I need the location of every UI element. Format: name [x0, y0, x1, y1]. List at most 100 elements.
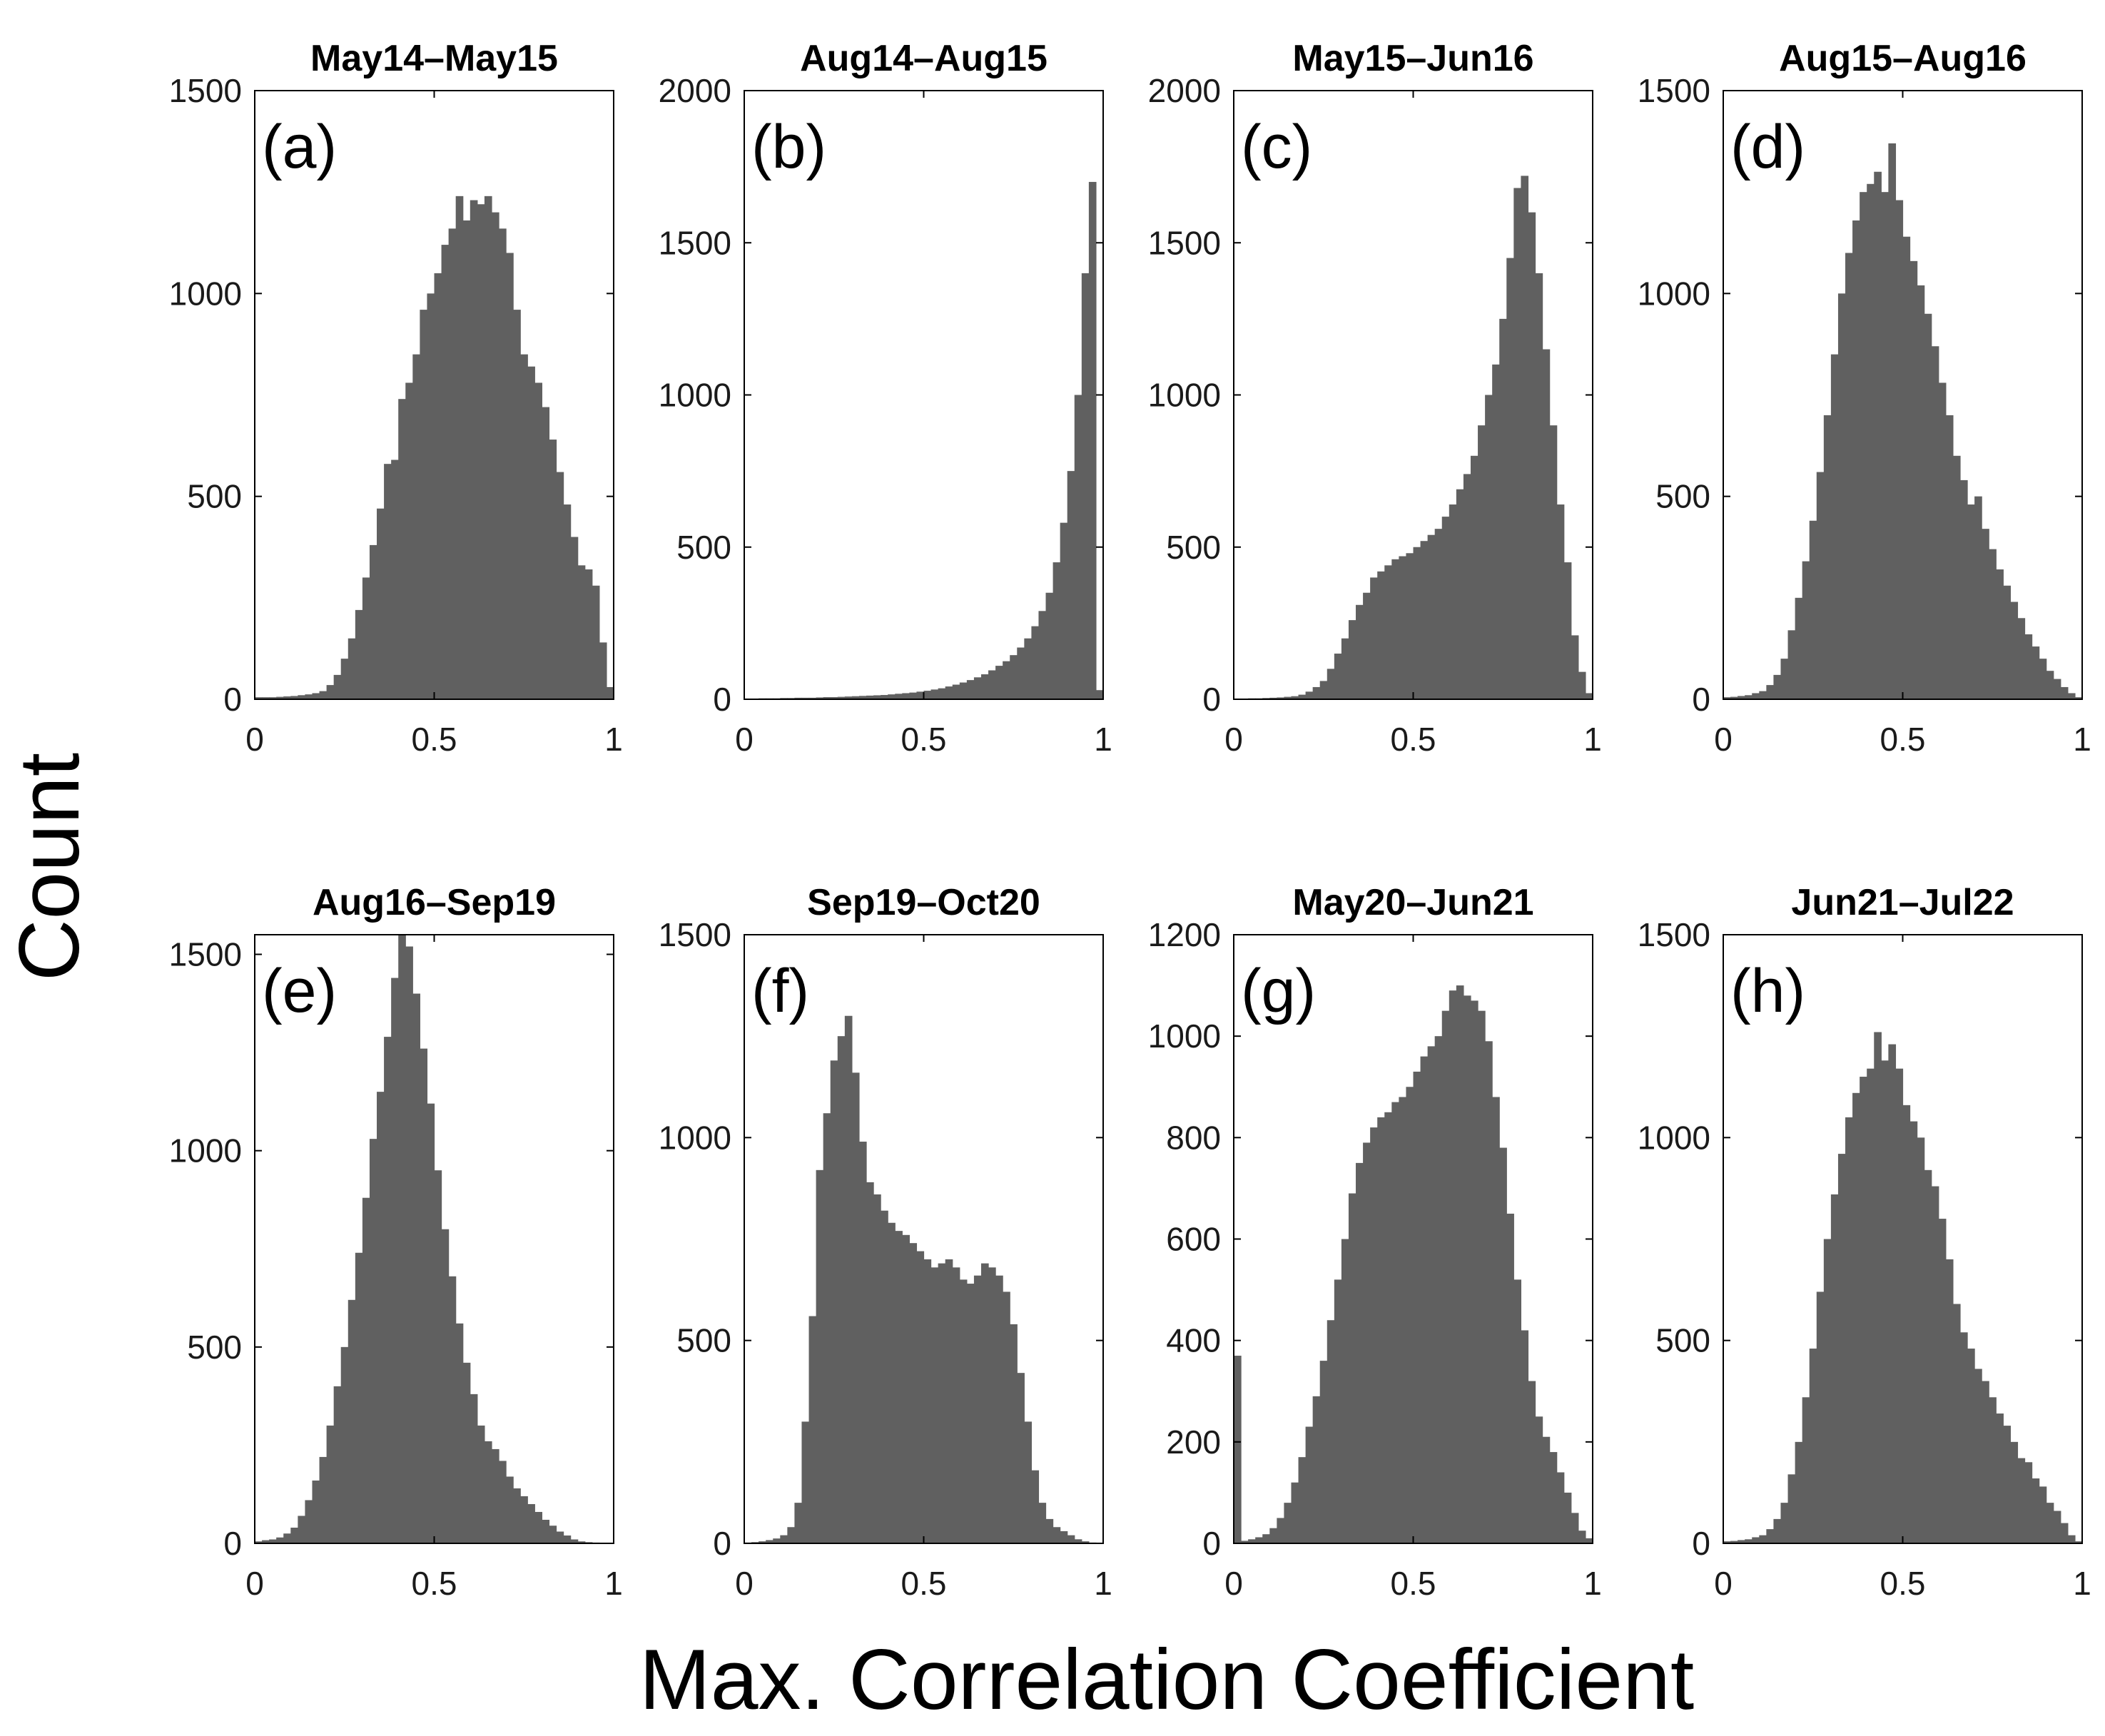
histogram-bar	[563, 504, 572, 699]
panel-letter: (d)	[1730, 113, 1805, 181]
histogram-bar	[527, 1503, 535, 1543]
x-tick-label: 1	[604, 721, 623, 758]
y-tick-label: 1000	[169, 275, 242, 312]
x-tick-label: 0.5	[412, 721, 457, 758]
histogram-bar	[1391, 1102, 1399, 1543]
chart-panel: 0 500 1000 1500 0 0.5 1 Aug16–Sep19 (e)	[169, 882, 623, 1602]
histogram-bar	[2003, 1426, 2011, 1543]
histogram-bar	[1931, 1186, 1939, 1543]
histogram-bar	[1456, 489, 1464, 699]
histogram-bar	[787, 1527, 796, 1543]
histogram-bar	[1996, 569, 2004, 699]
histogram-bar	[923, 691, 932, 699]
histogram-bar	[916, 691, 925, 699]
histogram-bar	[1052, 1527, 1061, 1543]
histogram-bar	[873, 1194, 881, 1543]
histogram-bar	[1038, 611, 1047, 699]
panel-letter: (h)	[1730, 957, 1805, 1025]
histogram-bar	[1535, 1416, 1543, 1543]
y-tick-label: 600	[1166, 1221, 1221, 1258]
histogram-bar	[1470, 455, 1478, 699]
histogram-bar	[1449, 990, 1457, 1543]
histogram-bar	[513, 1488, 521, 1543]
histogram-bar	[592, 585, 600, 699]
histogram-bar	[298, 695, 306, 699]
histogram-bar	[1291, 1482, 1299, 1543]
histogram-bar	[1399, 1097, 1407, 1543]
panel-title: Aug14–Aug15	[800, 38, 1048, 79]
y-tick-label: 1000	[659, 1119, 731, 1156]
histogram-bar	[441, 245, 450, 700]
y-tick-label: 1000	[1638, 1119, 1710, 1156]
histogram-bar	[909, 692, 918, 699]
histogram-bar	[1095, 690, 1104, 699]
x-tick-label: 0	[245, 721, 264, 758]
histogram-bar	[348, 638, 356, 699]
histogram-bar	[2017, 1458, 2026, 1543]
histogram-bar	[1738, 1540, 1745, 1543]
histogram-bar	[1759, 691, 1767, 699]
histogram-bar	[1989, 549, 1997, 699]
histogram-bar	[470, 200, 478, 699]
histogram-bar	[1867, 1068, 1875, 1543]
histogram-bar	[1874, 1032, 1882, 1543]
histogram-bar	[1549, 425, 1558, 699]
histogram-bar	[1563, 1492, 1572, 1543]
histogram-bar	[1327, 1320, 1335, 1543]
histogram-bar	[1830, 354, 1839, 699]
histogram-bar	[1010, 655, 1018, 699]
histogram-bar	[973, 1275, 982, 1543]
x-tick-label: 0	[1224, 1565, 1243, 1602]
histogram-bar	[2067, 1535, 2076, 1543]
histogram-bar	[2046, 1503, 2054, 1543]
histogram-bar	[298, 1516, 306, 1543]
histogram-bar	[577, 1541, 586, 1543]
histogram-bar	[556, 1531, 564, 1543]
histogram-bar	[1909, 1121, 1918, 1543]
histogram-bar	[319, 1456, 328, 1543]
histogram-bar	[1845, 253, 1853, 700]
histogram-bar	[1356, 604, 1364, 699]
histogram-bar	[1067, 471, 1075, 700]
histogram-bar	[1766, 685, 1775, 699]
histogram-bar	[2053, 679, 2061, 699]
histogram-bar	[866, 695, 874, 699]
histogram-bar	[1024, 1421, 1032, 1543]
histogram-bar	[1974, 496, 1982, 699]
histogram-bar	[599, 642, 607, 699]
histogram-bar	[1549, 1452, 1558, 1543]
histogram-bar	[938, 688, 946, 699]
histogram-bar	[1542, 1436, 1551, 1543]
histogram-bar	[484, 1441, 492, 1543]
histogram-bar	[1809, 1349, 1817, 1543]
x-tick-label: 1	[2073, 721, 2091, 758]
histogram-bar	[1427, 534, 1436, 699]
histogram-bar	[1356, 1162, 1364, 1544]
histogram-bar	[830, 1060, 838, 1543]
histogram-bar	[952, 684, 960, 699]
histogram-bar	[570, 537, 579, 699]
histogram-bar	[340, 659, 349, 699]
histogram-bar	[966, 680, 975, 699]
histogram-bar	[305, 694, 313, 699]
histogram-bar	[873, 695, 881, 699]
panel-title: Sep19–Oct20	[807, 882, 1040, 923]
histogram-bar	[1888, 143, 1897, 699]
histogram-bar	[1492, 364, 1500, 699]
histogram-bar	[1010, 1324, 1018, 1543]
panel-title: May15–Jun16	[1292, 38, 1533, 79]
histogram-bar	[801, 697, 810, 699]
y-tick-label: 500	[1655, 478, 1710, 515]
histogram-bar	[1888, 1044, 1897, 1543]
x-tick-label: 1	[1094, 721, 1112, 758]
histogram-bar	[888, 694, 896, 699]
histogram-bar	[1924, 1169, 1932, 1543]
histogram-bar	[1787, 1474, 1796, 1543]
histogram-bar	[434, 273, 442, 699]
histogram-bar	[455, 196, 464, 700]
histogram-bar	[794, 697, 803, 699]
histogram-bar	[773, 1538, 781, 1543]
histogram-bar	[2024, 1462, 2033, 1543]
chart-panel: 0 500 1000 1500 2000 0 0.5 1 Aug14–Aug15 (b)	[659, 38, 1112, 758]
